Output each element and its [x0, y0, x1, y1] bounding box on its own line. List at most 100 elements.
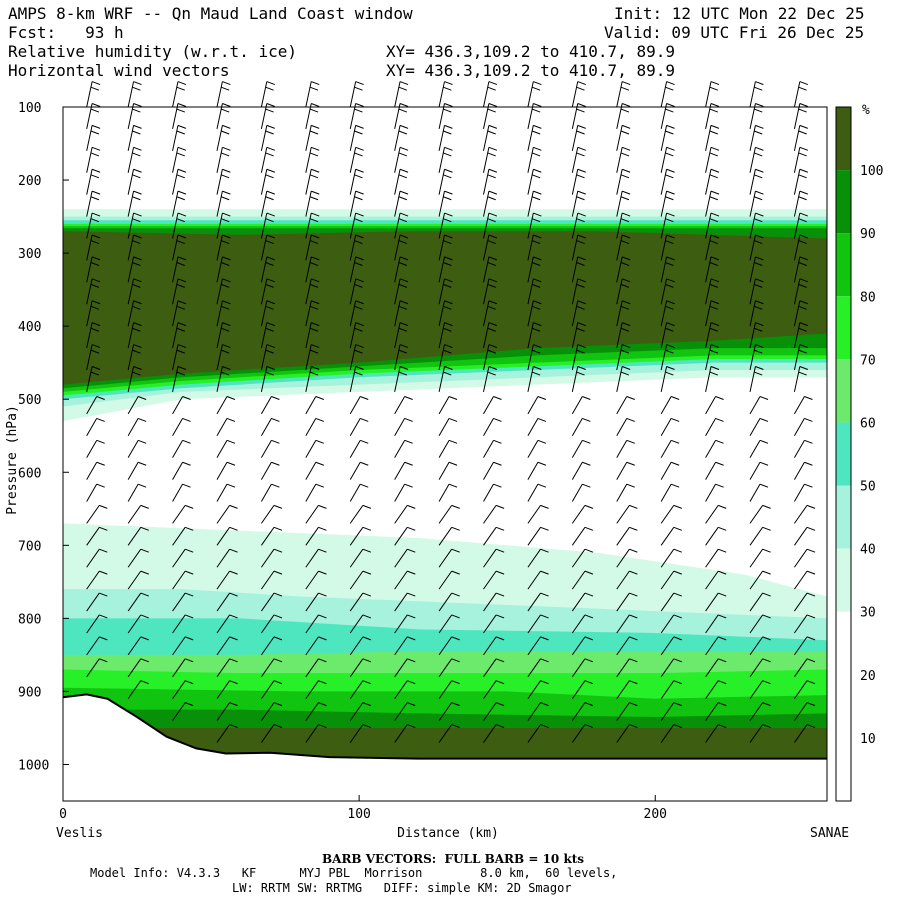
wind-barb	[394, 124, 409, 151]
wind-barb	[349, 548, 372, 568]
wind-barb	[305, 124, 320, 151]
wind-barb	[660, 256, 675, 283]
wind-barb	[305, 366, 320, 393]
wind-barb	[127, 190, 142, 217]
wind-barb	[305, 103, 320, 130]
wind-barb	[705, 504, 727, 524]
wind-barb	[705, 124, 720, 151]
wind-barb	[127, 680, 149, 700]
wind-barb	[86, 124, 101, 151]
wind-barb	[86, 366, 101, 393]
wind-barb	[438, 212, 453, 239]
wind-barb	[127, 168, 142, 195]
wind-barb	[705, 212, 720, 239]
wind-barb	[793, 234, 809, 261]
wind-barb	[349, 256, 364, 283]
wind-barb	[793, 417, 813, 436]
wind-barb	[127, 300, 142, 327]
wind-barb	[616, 526, 638, 546]
wind-barb	[216, 366, 231, 393]
wind-barb	[660, 190, 675, 217]
wind-barb	[127, 366, 142, 393]
wind-barb	[527, 300, 542, 327]
wind-barb	[749, 396, 769, 415]
wind-barb	[483, 168, 498, 195]
wind-barb	[616, 81, 631, 108]
wind-barb	[394, 366, 409, 393]
wind-barb	[172, 234, 187, 261]
wind-barb	[660, 483, 680, 502]
wind-barb	[483, 724, 505, 743]
wind-barb	[616, 680, 638, 700]
wind-barb	[349, 526, 372, 546]
wind-barb	[616, 168, 631, 195]
wind-barb	[438, 168, 453, 195]
wind-barb	[260, 124, 275, 151]
wind-barb	[794, 680, 816, 700]
wind-barb	[216, 103, 231, 130]
wind-barb	[86, 570, 108, 590]
wind-barb	[749, 322, 764, 349]
wind-barb	[527, 322, 542, 349]
wind-barb	[127, 614, 149, 634]
wind-barb	[216, 234, 231, 261]
wind-barb	[260, 636, 283, 656]
wind-barb	[260, 212, 275, 239]
wind-barb	[793, 439, 813, 458]
wind-barb	[127, 124, 142, 151]
wind-barb	[571, 278, 586, 305]
wind-barb	[483, 702, 505, 721]
wind-barb	[216, 592, 238, 612]
colorbar-segment	[836, 170, 851, 234]
colorbar-segment	[836, 737, 851, 801]
wind-barb	[571, 592, 594, 612]
wind-barb	[86, 526, 108, 546]
y-tick-label: 1000	[18, 758, 49, 773]
wind-barb	[349, 103, 364, 130]
wind-barb	[172, 658, 194, 678]
wind-barb	[305, 614, 327, 634]
wind-barb	[794, 548, 816, 568]
wind-barb	[216, 548, 238, 568]
wind-barb	[793, 322, 809, 349]
wind-barb	[793, 300, 809, 327]
wind-barb	[660, 548, 682, 568]
wind-barb	[216, 636, 238, 656]
wind-barb	[438, 322, 453, 349]
wind-barb	[660, 417, 680, 436]
wind-barb	[349, 592, 372, 612]
wind-barb	[86, 300, 101, 327]
wind-barb	[749, 504, 771, 524]
wind-barb	[527, 439, 547, 458]
wind-barb	[749, 461, 769, 480]
wind-barb	[660, 614, 682, 634]
wind-barb	[394, 322, 409, 349]
wind-barb	[749, 724, 771, 743]
wind-barb	[394, 658, 416, 678]
wind-barb	[260, 256, 275, 283]
wind-barb	[438, 146, 453, 173]
wind-barb	[86, 256, 101, 283]
valid-time: Valid: 09 UTC Fri 26 Dec 25	[604, 23, 865, 42]
wind-barb	[127, 658, 149, 678]
wind-barb	[305, 81, 320, 108]
wind-barb	[394, 461, 413, 480]
wind-barb	[127, 234, 142, 261]
wind-barb	[260, 366, 275, 393]
wind-barb	[749, 366, 764, 393]
wind-barb	[571, 636, 594, 656]
wind-barb	[86, 81, 101, 108]
wind-barb	[86, 103, 101, 130]
wind-barb	[216, 322, 231, 349]
wind-barb	[571, 168, 586, 195]
wind-barb	[793, 103, 809, 130]
wind-barb	[527, 103, 542, 130]
wind-barb	[527, 168, 542, 195]
wind-barb	[483, 396, 502, 415]
wind-barb	[305, 439, 324, 458]
wind-barb	[483, 570, 505, 590]
wind-barb	[349, 190, 364, 217]
wind-barb	[616, 234, 631, 261]
wind-barb	[793, 278, 809, 305]
colorbar-label: 30	[860, 606, 876, 621]
